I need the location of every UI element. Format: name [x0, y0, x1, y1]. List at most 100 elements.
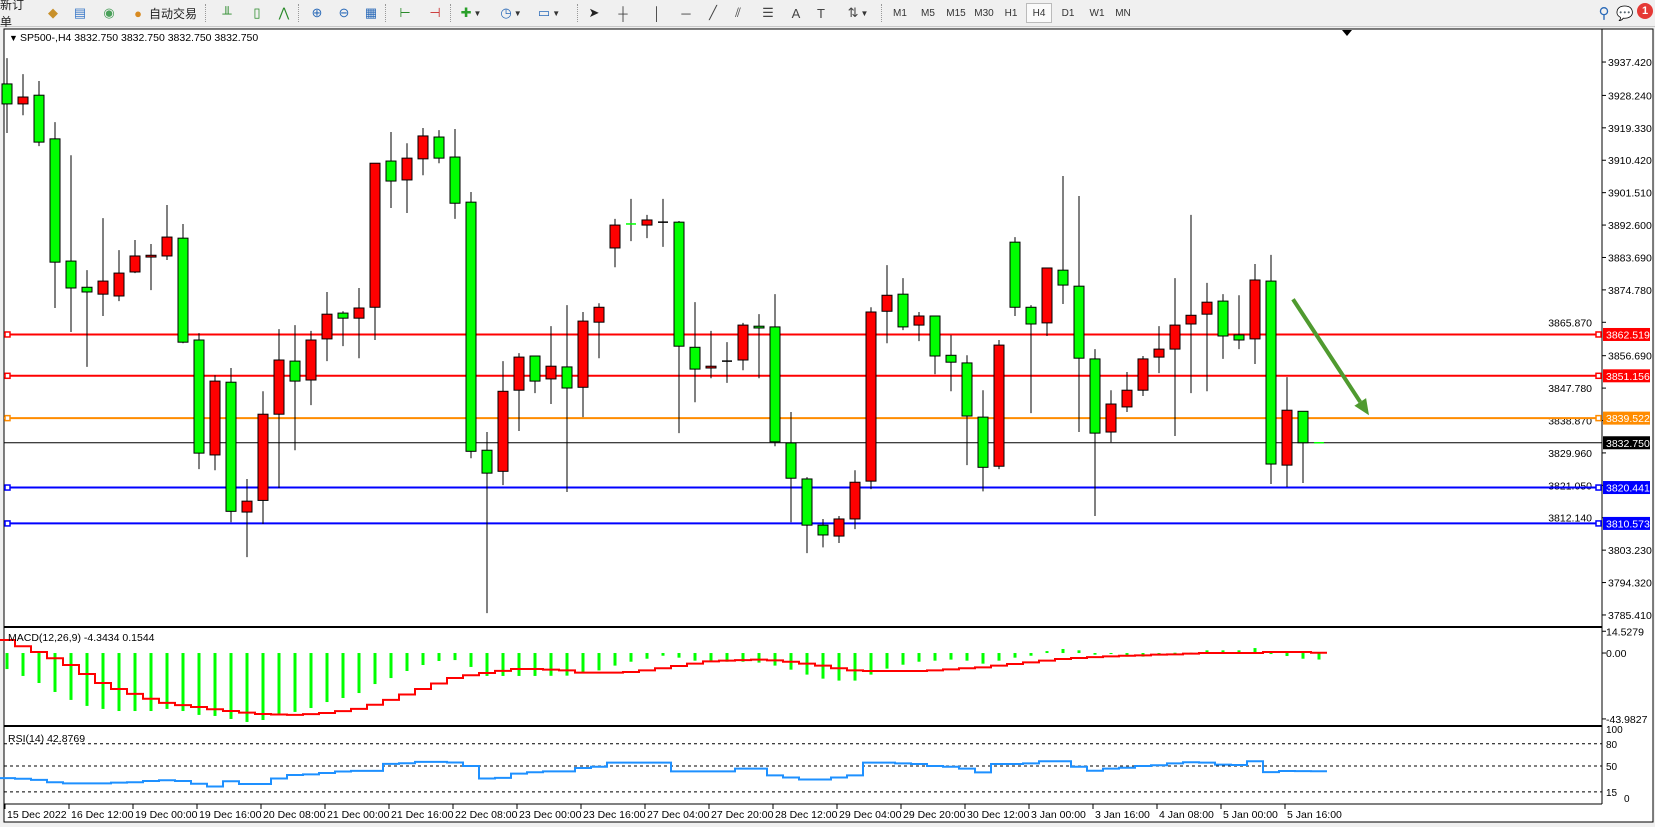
candlestick-chart-button[interactable]: ▯ [247, 3, 267, 23]
candle-body [161, 236, 173, 257]
chart-title: SP500-,H4 3832.750 3832.750 3832.750 383… [20, 32, 258, 44]
navigator-button[interactable]: ◉ [99, 3, 119, 23]
candle-body [1217, 300, 1229, 337]
level-handle-right[interactable] [1595, 372, 1602, 380]
candle [353, 287, 365, 359]
indicators-button[interactable]: ✚ ▼ [457, 3, 485, 23]
level-handle-left[interactable] [4, 372, 11, 380]
market-watch-button[interactable]: ◆ [43, 3, 63, 23]
new-order-button[interactable]: 新订单 [0, 0, 34, 29]
data-window-button[interactable]: ▤ [70, 3, 90, 23]
zoom-out-button[interactable]: ⊖ [334, 3, 354, 23]
arrow-annotation-line[interactable] [1291, 298, 1362, 404]
macd-histogram-bar [421, 653, 425, 666]
auto-trading-button[interactable]: ● [128, 3, 148, 23]
chart-menu-triangle-icon[interactable]: ▼ [9, 33, 18, 43]
candle-body [497, 390, 509, 472]
candle-body [849, 481, 861, 520]
macd-pane[interactable]: 14.5279 0.00 -43.9827 [0, 626, 1648, 727]
level-handle-left[interactable] [4, 484, 11, 491]
candle [929, 315, 941, 375]
rsi-pane[interactable]: 100 80 50 15 0 [0, 725, 1630, 805]
tile-windows-button[interactable]: ▦ [361, 3, 381, 23]
rsi-tick-label: 50 [1606, 762, 1618, 773]
candle [417, 127, 429, 176]
horizontal-line-button[interactable]: ─ [676, 3, 696, 23]
candle [881, 265, 893, 344]
time-tick-label: 23 Dec 16:00 [583, 809, 646, 821]
toolbar-separator [450, 4, 452, 22]
candle-body [1153, 348, 1165, 358]
timeframe-m30[interactable]: M30 [974, 7, 994, 19]
search-icon[interactable]: ⚲ [1598, 5, 1610, 22]
price-tick-label: 3785.410 [1608, 610, 1652, 622]
crosshair-button[interactable]: ┼ [613, 3, 633, 23]
line-chart-button[interactable]: ⋀ [274, 3, 294, 23]
price-tick-label: 3821.050 [1548, 480, 1592, 492]
time-tick-label: 19 Dec 00:00 [135, 809, 198, 821]
candle [177, 223, 189, 344]
bar-chart-button[interactable]: ╨ [217, 3, 237, 23]
candle [465, 191, 477, 459]
dropdown-arrow-icon[interactable]: ▼ [860, 8, 869, 18]
timeframe-m15[interactable]: M15 [946, 7, 966, 19]
arrows-button[interactable]: ⇅ ▼ [844, 3, 872, 23]
level-handle-right[interactable] [1595, 331, 1602, 338]
timeframe-h1[interactable]: H1 [1004, 7, 1018, 19]
price-tick-label: 3829.960 [1548, 448, 1592, 460]
level-price-label-box [1603, 411, 1650, 425]
time-tick-label: 23 Dec 00:00 [519, 809, 582, 821]
chart-shift-marker-icon[interactable] [1342, 30, 1352, 36]
candle [545, 326, 557, 405]
notification-count-badge[interactable]: 1 [1637, 3, 1653, 19]
notification-icon[interactable]: 💬 [1616, 4, 1634, 21]
timeframe-m1[interactable]: M1 [893, 7, 907, 19]
candle [961, 355, 973, 466]
chart-shift-button[interactable]: ⊣ [425, 3, 445, 23]
auto-scroll-button[interactable]: ⊢ [395, 3, 415, 23]
level-handle-right[interactable] [1595, 414, 1602, 422]
equidistant-channel-button[interactable]: ⫽ [728, 3, 748, 23]
timeframe-w1[interactable]: W1 [1089, 7, 1105, 19]
candle [1201, 282, 1213, 392]
candle-body [65, 260, 77, 289]
fibonacci-button[interactable]: ☰ [758, 3, 778, 23]
trendline-button[interactable]: ╱ [703, 3, 723, 23]
macd-histogram-bar [981, 653, 985, 664]
candle [769, 294, 781, 447]
zoom-in-button[interactable]: ⊕ [307, 3, 327, 23]
main-price-pane[interactable]: 3937.420 3928.240 3919.330 3910.420 3901.510… [1, 29, 1652, 804]
candle-body [1025, 306, 1037, 325]
macd-histogram-bar [549, 653, 553, 676]
timeframe-d1[interactable]: D1 [1061, 7, 1075, 19]
macd-histogram-bar [1061, 648, 1065, 654]
templates-button[interactable]: ▭ ▼ [535, 3, 563, 23]
cursor-button[interactable]: ➤ [584, 3, 604, 23]
level-handle-left[interactable] [4, 520, 11, 527]
candle [1185, 214, 1197, 394]
periods-clock-button[interactable]: ◷ ▼ [497, 3, 525, 23]
macd-tick-label: 14.5279 [1606, 626, 1644, 638]
text-label-button[interactable]: T [811, 3, 831, 23]
dropdown-arrow-icon[interactable]: ▼ [513, 8, 522, 18]
dropdown-arrow-icon[interactable]: ▼ [552, 8, 561, 18]
timeframe-m5[interactable]: M5 [921, 7, 935, 19]
timeframe-mn[interactable]: MN [1115, 7, 1131, 19]
level-price-label-box [1603, 516, 1650, 530]
level-handle-left[interactable] [4, 414, 11, 422]
time-tick-label: 3 Jan 16:00 [1095, 809, 1150, 821]
level-handle-left[interactable] [4, 331, 11, 338]
candle-body [897, 293, 909, 328]
vertical-line-button[interactable]: │ [647, 3, 667, 23]
text-button[interactable]: A [786, 3, 806, 23]
level-handle-right[interactable] [1595, 520, 1602, 527]
candle-body [1009, 241, 1021, 308]
timeframe-h4[interactable]: H4 [1026, 3, 1052, 23]
candle [641, 214, 653, 239]
arrow-annotation-head[interactable] [1354, 398, 1369, 416]
dropdown-arrow-icon[interactable]: ▼ [473, 8, 482, 18]
level-handle-right[interactable] [1595, 484, 1602, 491]
auto-trading-button[interactable]: 自动交易 [147, 3, 199, 23]
trendline-icon: ╱ [709, 5, 717, 20]
